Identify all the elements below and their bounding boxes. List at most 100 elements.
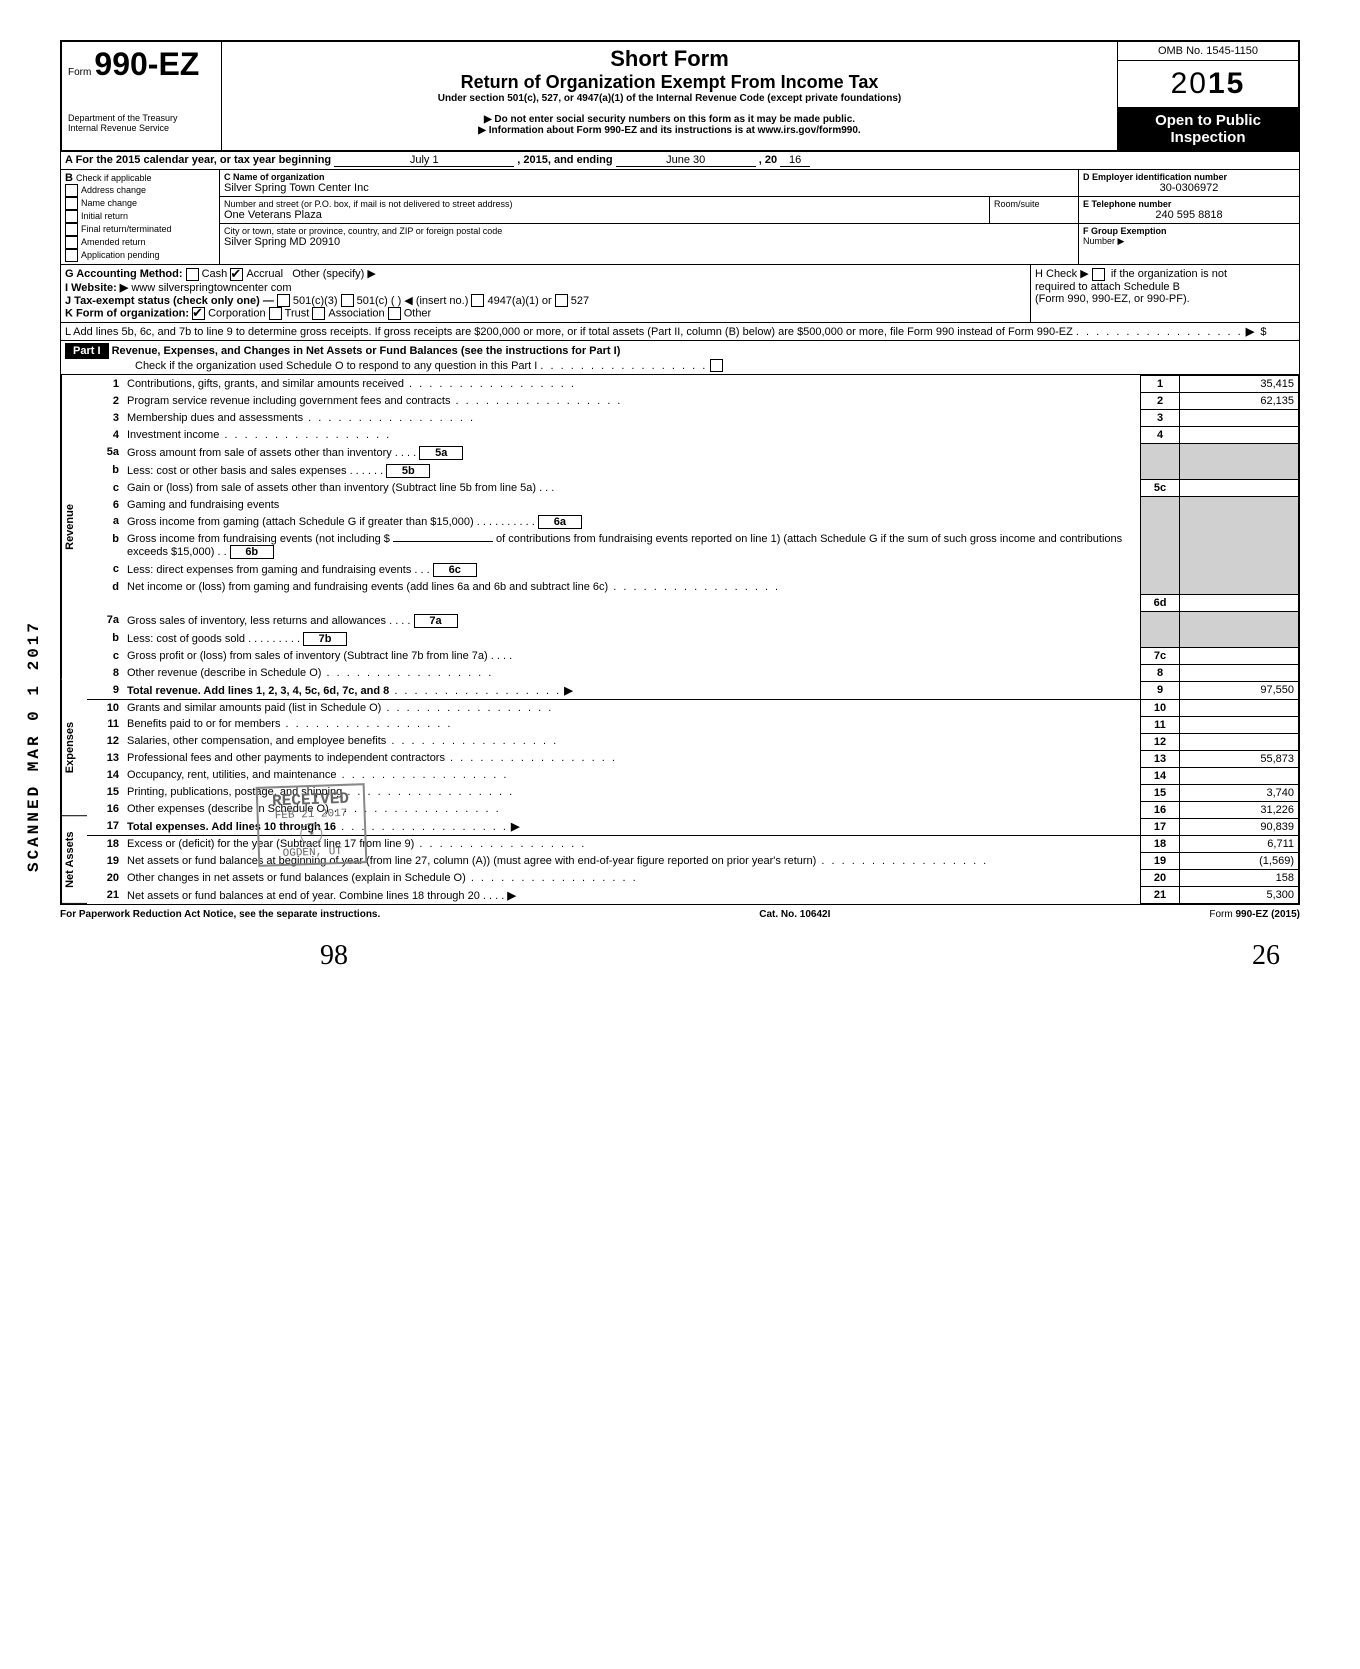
v1[interactable]: 35,415 bbox=[1180, 376, 1299, 393]
v4[interactable] bbox=[1180, 427, 1299, 444]
lbl-amended: Amended return bbox=[81, 237, 146, 247]
lbl-accrual: Accrual bbox=[246, 268, 283, 280]
n6c: c bbox=[87, 561, 123, 579]
cb-other-org[interactable] bbox=[388, 307, 401, 320]
n8: 8 bbox=[87, 665, 123, 682]
title-short-form: Short Form bbox=[228, 46, 1111, 72]
subtitle: Under section 501(c), 527, or 4947(a)(1)… bbox=[228, 93, 1111, 104]
n11: 11 bbox=[87, 716, 123, 733]
v14[interactable] bbox=[1180, 767, 1299, 784]
cb-527[interactable] bbox=[555, 294, 568, 307]
cb-address-change[interactable] bbox=[65, 184, 78, 197]
a17: ▶ bbox=[511, 821, 519, 833]
lbl-501c: 501(c) ( bbox=[357, 295, 395, 307]
n10: 10 bbox=[87, 699, 123, 716]
cb-501c3[interactable] bbox=[277, 294, 290, 307]
v12[interactable] bbox=[1180, 733, 1299, 750]
cb-trust[interactable] bbox=[269, 307, 282, 320]
note-info: ▶ Information about Form 990-EZ and its … bbox=[228, 125, 1111, 136]
v3[interactable] bbox=[1180, 410, 1299, 427]
line-h-1: H Check ▶ bbox=[1035, 268, 1089, 280]
lbl-cash: Cash bbox=[202, 268, 228, 280]
year-end-yy[interactable]: 16 bbox=[780, 154, 810, 167]
n9: 9 bbox=[87, 682, 123, 700]
received-stamp: RECEIVED FEB 21 2017 ✶ OGDEN, UT bbox=[256, 783, 368, 867]
lbl-4947: 4947(a)(1) or bbox=[487, 295, 551, 307]
n5c: c bbox=[87, 480, 123, 497]
t20: Other changes in net assets or fund bala… bbox=[127, 872, 466, 884]
t2: Program service revenue including govern… bbox=[127, 395, 450, 407]
year-end[interactable]: June 30 bbox=[616, 154, 756, 167]
v16[interactable]: 31,226 bbox=[1180, 801, 1299, 818]
v9[interactable]: 97,550 bbox=[1180, 682, 1299, 700]
t9: Total revenue. Add lines 1, 2, 3, 4, 5c,… bbox=[127, 685, 389, 697]
v15[interactable]: 3,740 bbox=[1180, 784, 1299, 801]
v5c[interactable] bbox=[1180, 480, 1299, 497]
v6d[interactable] bbox=[1180, 595, 1299, 612]
v10[interactable] bbox=[1180, 699, 1299, 716]
ib6c: 6c bbox=[433, 563, 477, 577]
v17[interactable]: 90,839 bbox=[1180, 818, 1299, 836]
cb-4947[interactable] bbox=[471, 294, 484, 307]
n16: 16 bbox=[87, 801, 123, 818]
cb-association[interactable] bbox=[312, 307, 325, 320]
cb-corporation[interactable] bbox=[192, 307, 205, 320]
lbl-name-change: Name change bbox=[81, 198, 137, 208]
section-expenses: Expenses bbox=[61, 679, 87, 816]
v20[interactable]: 158 bbox=[1180, 870, 1299, 887]
lbl-corporation: Corporation bbox=[208, 308, 265, 320]
stamp-location: OGDEN, UT bbox=[274, 846, 351, 861]
open-public-1: Open to Public bbox=[1120, 112, 1296, 129]
n3: 3 bbox=[87, 410, 123, 427]
b9: 9 bbox=[1141, 682, 1180, 700]
cb-accrual[interactable] bbox=[230, 268, 243, 281]
t1: Contributions, gifts, grants, and simila… bbox=[127, 378, 404, 390]
cb-initial-return[interactable] bbox=[65, 210, 78, 223]
lbl-initial-return: Initial return bbox=[81, 211, 128, 221]
b16: 16 bbox=[1141, 801, 1180, 818]
year-begin[interactable]: July 1 bbox=[334, 154, 514, 167]
omb: OMB No. 1545-1150 bbox=[1118, 42, 1298, 61]
cb-cash[interactable] bbox=[186, 268, 199, 281]
v19[interactable]: (1,569) bbox=[1180, 853, 1299, 870]
v2[interactable]: 62,135 bbox=[1180, 393, 1299, 410]
b4: 4 bbox=[1141, 427, 1180, 444]
b17: 17 bbox=[1141, 818, 1180, 836]
lbl-527: 527 bbox=[571, 295, 589, 307]
cb-application-pending[interactable] bbox=[65, 249, 78, 262]
lbl-other-method: Other (specify) ▶ bbox=[292, 268, 376, 280]
ib7a: 7a bbox=[414, 614, 458, 628]
v11[interactable] bbox=[1180, 716, 1299, 733]
cb-501c[interactable] bbox=[341, 294, 354, 307]
footer: For Paperwork Reduction Act Notice, see … bbox=[60, 909, 1300, 920]
city-label: City or town, state or province, country… bbox=[224, 226, 1074, 236]
box-d-label: D Employer identification number bbox=[1083, 172, 1227, 182]
v21[interactable]: 5,300 bbox=[1180, 887, 1299, 904]
t4: Investment income bbox=[127, 429, 219, 441]
a21: ▶ bbox=[507, 890, 515, 902]
box-e-label: E Telephone number bbox=[1083, 199, 1171, 209]
cb-name-change[interactable] bbox=[65, 197, 78, 210]
b1: 1 bbox=[1141, 376, 1180, 393]
line-g-label: G Accounting Method: bbox=[65, 268, 183, 280]
v7c[interactable] bbox=[1180, 648, 1299, 665]
t13: Professional fees and other payments to … bbox=[127, 752, 445, 764]
form-number: 990-EZ bbox=[94, 46, 199, 82]
stamp-seal-icon: ✶ bbox=[300, 823, 323, 846]
v13[interactable]: 55,873 bbox=[1180, 750, 1299, 767]
cb-final-return[interactable] bbox=[65, 223, 78, 236]
tax-year: 2015 bbox=[1171, 67, 1246, 100]
n15: 15 bbox=[87, 784, 123, 801]
cb-h[interactable] bbox=[1092, 268, 1105, 281]
cb-schedule-o[interactable] bbox=[710, 359, 723, 372]
t6: Gaming and fundraising events bbox=[123, 497, 1141, 513]
t21: Net assets or fund balances at end of ye… bbox=[127, 890, 480, 902]
ib6b: 6b bbox=[230, 545, 274, 559]
b12: 12 bbox=[1141, 733, 1180, 750]
v8[interactable] bbox=[1180, 665, 1299, 682]
n6d: d bbox=[87, 579, 123, 595]
box-c-label: C Name of organization bbox=[224, 172, 325, 182]
box-b-check: Check if applicable bbox=[76, 173, 152, 183]
cb-amended[interactable] bbox=[65, 236, 78, 249]
v18[interactable]: 6,711 bbox=[1180, 836, 1299, 853]
